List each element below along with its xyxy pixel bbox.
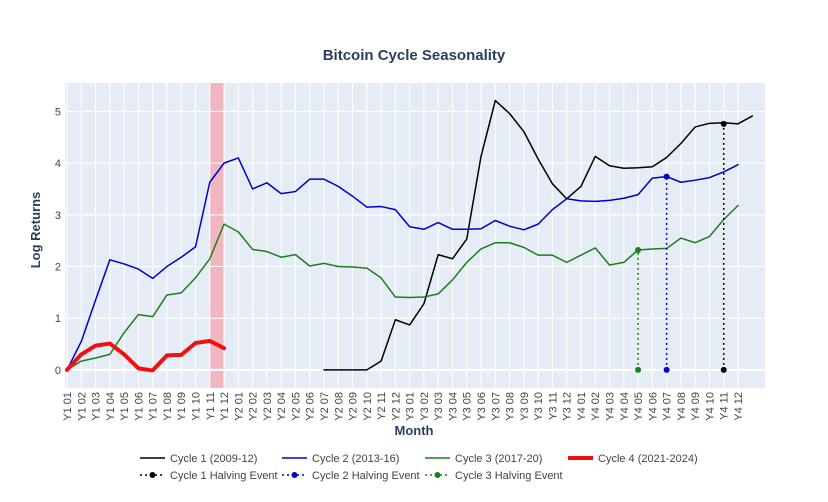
x-tick-label: Y1 04 — [105, 392, 117, 421]
x-tick-label: Y2 10 — [362, 392, 374, 421]
chart-title: Bitcoin Cycle Seasonality — [323, 47, 506, 64]
x-tick-label: Y2 04 — [276, 392, 288, 421]
legend-label-cycle-3-2017-20: Cycle 3 (2017-20) — [455, 453, 542, 465]
x-tick-label: Y3 03 — [433, 392, 445, 421]
x-tick-label: Y2 05 — [290, 392, 302, 421]
x-tick-label: Y3 10 — [533, 392, 545, 421]
x-axis-title: Month — [395, 423, 434, 438]
plot-background — [65, 83, 765, 388]
x-tick-label: Y4 12 — [733, 392, 745, 421]
x-tick-label: Y4 01 — [576, 392, 588, 421]
y-tick-labels: 0 1 2 3 4 5 — [55, 106, 61, 376]
x-tick-label: Y2 01 — [233, 392, 245, 421]
x-tick-label: Y2 12 — [390, 392, 402, 421]
x-tick-label: Y3 09 — [519, 392, 531, 421]
legend-marker-cycle-2-halving-event — [291, 472, 298, 478]
x-tick-label: Y4 07 — [662, 392, 674, 421]
series-marker-cycle-2-halving-event — [663, 366, 670, 373]
legend-label-cycle-2-halving-event: Cycle 2 Halving Event — [312, 470, 420, 482]
legend-label-cycle-1-2009-12: Cycle 1 (2009-12) — [170, 453, 257, 465]
highlight-band — [209, 83, 225, 388]
legend-label-cycle-4-2021-2024: Cycle 4 (2021-2024) — [598, 453, 698, 465]
x-tick-label: Y1 07 — [148, 392, 160, 421]
x-tick-label: Y1 10 — [190, 392, 202, 421]
y-tick-label: 2 — [55, 262, 61, 274]
x-tick-label: Y4 08 — [676, 392, 688, 421]
x-tick-label: Y1 11 — [205, 392, 217, 420]
x-tick-label: Y2 09 — [348, 392, 360, 421]
series-marker-cycle-1-halving-event — [720, 366, 727, 373]
x-tick-label: Y2 03 — [262, 392, 274, 421]
y-tick-label: 4 — [55, 158, 61, 170]
x-tick-label: Y3 11 — [547, 392, 559, 420]
x-tick-label: Y4 06 — [647, 392, 659, 421]
x-tick-label: Y3 08 — [505, 392, 517, 421]
x-tick-label: Y4 04 — [619, 392, 631, 421]
grid-layer — [65, 83, 765, 388]
x-tick-label: Y1 08 — [162, 392, 174, 421]
series-line-cycle-2-2013-16 — [66, 157, 739, 371]
x-tick-label: Y2 08 — [333, 392, 345, 421]
x-tick-label: Y1 05 — [119, 392, 131, 421]
series-layer — [65, 99, 754, 373]
x-tick-label: Y4 10 — [704, 392, 716, 421]
y-tick-label: 3 — [55, 210, 61, 222]
x-tick-label: Y2 07 — [319, 392, 331, 421]
x-tick-label: Y4 09 — [690, 392, 702, 421]
series-line-cycle-4-2021-2024 — [65, 338, 227, 373]
x-tick-label: Y1 09 — [176, 392, 188, 421]
x-tick-label: Y3 12 — [562, 392, 574, 421]
x-tick-label: Y3 06 — [476, 392, 488, 421]
x-tick-label: Y4 05 — [633, 392, 645, 421]
x-tick-labels: Y1 01 Y1 02 Y1 03 Y1 04 Y1 05 Y1 06 Y1 07 Y1 08… — [62, 392, 745, 421]
x-tick-label: Y1 01 — [62, 392, 74, 421]
legend: Cycle 1 (2009-12) Cycle 2 (2013-16) Cycle … — [140, 453, 698, 482]
series-marker-cycle-3-halving-event — [635, 366, 642, 373]
series-marker-cycle-2-halving-event — [663, 173, 670, 180]
legend-marker-cycle-1-halving-event — [149, 472, 156, 478]
y-tick-label: 1 — [55, 313, 61, 325]
highlight-band-layer — [209, 83, 225, 388]
x-tick-label: Y2 06 — [305, 392, 317, 421]
x-tick-label: Y3 05 — [462, 392, 474, 421]
x-tick-label: Y1 03 — [91, 392, 103, 421]
x-tick-label: Y4 02 — [590, 392, 602, 421]
legend-label-cycle-3-halving-event: Cycle 3 Halving Event — [455, 470, 563, 482]
series-line-cycle-1-2009-12 — [323, 99, 754, 371]
x-tick-label: Y3 04 — [447, 392, 459, 421]
x-tick-label: Y1 12 — [219, 392, 231, 421]
x-tick-label: Y1 02 — [76, 392, 88, 421]
y-tick-label: 5 — [55, 106, 61, 118]
series-marker-cycle-3-halving-event — [635, 246, 642, 253]
series-line-cycle-3-2017-20 — [66, 204, 739, 371]
x-tick-label: Y3 01 — [405, 392, 417, 421]
y-tick-label: 0 — [55, 365, 61, 377]
legend-label-cycle-2-2013-16: Cycle 2 (2013-16) — [312, 453, 399, 465]
y-axis-title: Log Returns — [28, 192, 43, 269]
x-tick-label: Y3 07 — [490, 392, 502, 421]
legend-marker-cycle-3-halving-event — [434, 472, 441, 478]
x-tick-label: Y3 02 — [419, 392, 431, 421]
x-tick-label: Y2 11 — [376, 392, 388, 420]
series-marker-cycle-1-halving-event — [720, 120, 727, 127]
legend-label-cycle-1-halving-event: Cycle 1 Halving Event — [170, 470, 278, 482]
x-tick-label: Y4 03 — [605, 392, 617, 421]
x-tick-label: Y2 02 — [248, 392, 260, 421]
x-tick-label: Y1 06 — [133, 392, 145, 421]
x-tick-label: Y4 11 — [719, 392, 731, 420]
